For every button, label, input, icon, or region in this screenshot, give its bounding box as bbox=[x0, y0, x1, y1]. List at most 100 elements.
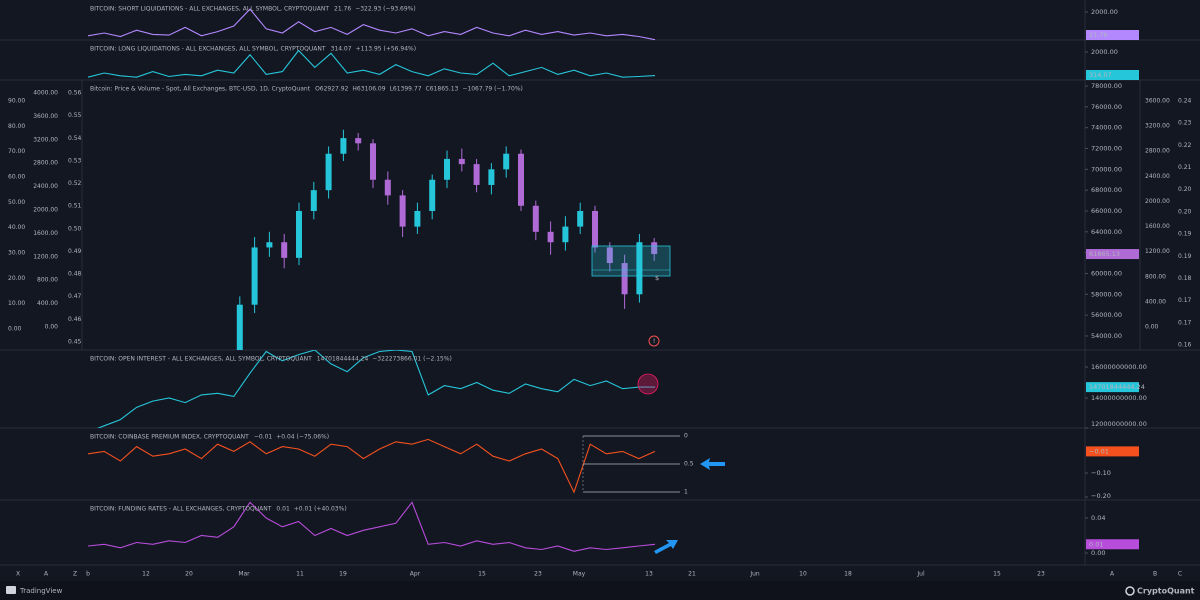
x-tick-label: 15 bbox=[478, 571, 486, 578]
candle-body bbox=[532, 205, 539, 232]
legend-value: +0.01 (+40.03%) bbox=[294, 506, 347, 513]
x-tick-label: 19 bbox=[339, 571, 347, 578]
side-axis-label: 0.21 bbox=[1178, 164, 1192, 171]
side-axis-label: 3200.00 bbox=[33, 136, 58, 143]
y-tick-label: −0.20 bbox=[1091, 492, 1111, 500]
pane-title: BITCOIN: SHORT LIQUIDATIONS - ALL EXCHAN… bbox=[90, 6, 329, 13]
side-axis-label: 0.23 bbox=[1178, 120, 1192, 127]
side-axis-label: 1600.00 bbox=[1145, 223, 1170, 230]
candle-body bbox=[429, 179, 436, 211]
x-tick-label: 23 bbox=[534, 571, 542, 578]
side-axis-label: 40.00 bbox=[8, 224, 25, 231]
dollar-label: $ bbox=[655, 274, 659, 282]
highlight-circle bbox=[637, 373, 659, 395]
side-axis-label: 80.00 bbox=[8, 123, 25, 130]
legend-value: −0.01 bbox=[254, 434, 273, 441]
side-axis-label: 0.19 bbox=[1178, 231, 1192, 238]
side-axis-label: 800.00 bbox=[1145, 273, 1166, 280]
side-axis-label: 800.00 bbox=[37, 277, 58, 284]
x-tick-label: Mar bbox=[238, 571, 250, 578]
y-tick-label: 74000.00 bbox=[1091, 124, 1122, 132]
side-axis-label: 0.52 bbox=[68, 180, 82, 187]
x-tick-label: 20 bbox=[185, 571, 193, 578]
toolbar-button: B bbox=[1153, 571, 1157, 578]
side-axis-label: 1200.00 bbox=[1145, 248, 1170, 255]
toolbar-button: X bbox=[16, 571, 20, 578]
footer-bar bbox=[0, 581, 1200, 600]
y-tick-label: 76000.00 bbox=[1091, 103, 1122, 111]
side-axis-label: 2000.00 bbox=[33, 207, 58, 214]
legend-value: −322.93 (−93.69%) bbox=[355, 6, 416, 13]
x-tick-label: b bbox=[86, 571, 90, 578]
side-axis-label: 0.24 bbox=[1178, 98, 1192, 105]
legend-value: 21.76 bbox=[334, 6, 351, 13]
last-value-label: 61865.13 bbox=[1089, 250, 1120, 258]
candle-body bbox=[592, 210, 598, 248]
last-value-box bbox=[1086, 446, 1139, 457]
side-axis-label: 2000.00 bbox=[1145, 198, 1170, 205]
side-axis-label: 3200.00 bbox=[1145, 123, 1170, 130]
candle-body bbox=[577, 210, 584, 227]
cq-logo bbox=[1125, 586, 1135, 596]
side-axis-label: 0.17 bbox=[1178, 297, 1192, 304]
range-box bbox=[591, 245, 671, 277]
candle-body bbox=[236, 304, 243, 350]
side-axis-label: 70.00 bbox=[8, 148, 25, 155]
x-tick-label: 18 bbox=[844, 571, 852, 578]
x-tick-label: Apr bbox=[410, 571, 421, 578]
y-tick-label: 58000.00 bbox=[1091, 290, 1122, 298]
series-line bbox=[87, 8, 656, 40]
x-tick-label: 11 bbox=[296, 571, 304, 578]
last-value-box bbox=[1086, 539, 1139, 550]
side-axis-label: 0.49 bbox=[68, 248, 82, 255]
side-axis-label: 20.00 bbox=[8, 275, 25, 282]
fib-label: 1 bbox=[684, 489, 688, 496]
arrow-up-right bbox=[654, 540, 678, 554]
candle-body bbox=[606, 247, 613, 264]
side-axis-label: 30.00 bbox=[8, 250, 25, 257]
side-axis-label: 0.48 bbox=[68, 271, 82, 278]
x-tick-label: Jul bbox=[916, 571, 925, 578]
candle-body bbox=[444, 158, 450, 180]
candle-body bbox=[636, 242, 643, 295]
alert-circle bbox=[648, 335, 660, 347]
x-tick-label: May bbox=[573, 571, 586, 578]
pane-title: BITCOIN: OPEN INTEREST - ALL EXCHANGES, … bbox=[90, 356, 312, 363]
side-axis-label: 0.18 bbox=[1178, 275, 1192, 282]
legend-value: L61399.77 bbox=[390, 86, 422, 93]
side-axis-label: 0.51 bbox=[68, 203, 82, 210]
side-axis-label: 1200.00 bbox=[33, 253, 58, 260]
toolbar-button: A bbox=[44, 571, 49, 578]
side-axis-label: 10.00 bbox=[8, 300, 25, 307]
side-axis-label: 0.50 bbox=[68, 225, 82, 232]
series-line bbox=[87, 49, 656, 78]
arrow-left bbox=[700, 458, 725, 470]
side-axis-label: 0.53 bbox=[68, 157, 82, 164]
toolbar-button: A bbox=[1110, 571, 1115, 578]
side-axis-label: 0.56 bbox=[68, 90, 82, 97]
y-tick-label: 70000.00 bbox=[1091, 165, 1122, 173]
side-axis-label: 50.00 bbox=[8, 199, 25, 206]
series-line bbox=[87, 438, 656, 494]
legend-value: +113.95 (+56.94%) bbox=[356, 46, 417, 53]
side-axis-label: 0.46 bbox=[68, 316, 82, 323]
tv-logo bbox=[6, 586, 16, 594]
candle-body bbox=[296, 210, 302, 258]
candle-body bbox=[370, 143, 376, 180]
side-axis-label: 0.20 bbox=[1178, 186, 1192, 193]
side-axis-label: 0.19 bbox=[1178, 253, 1192, 260]
side-axis-label: 0.47 bbox=[68, 293, 82, 300]
side-axis-label: 0.22 bbox=[1178, 142, 1192, 149]
x-tick-label: Jun bbox=[749, 571, 760, 578]
y-tick-label: 54000.00 bbox=[1091, 332, 1122, 340]
side-axis-label: 90.00 bbox=[8, 98, 25, 105]
legend-value: H63106.09 bbox=[352, 86, 385, 93]
last-value-label: 14701844444.24 bbox=[1089, 383, 1145, 391]
candle-body bbox=[518, 153, 524, 206]
y-tick-label: 0.04 bbox=[1091, 514, 1105, 522]
side-axis-label: 2800.00 bbox=[33, 160, 58, 167]
candle-body bbox=[340, 138, 347, 154]
y-tick-label: 68000.00 bbox=[1091, 186, 1122, 194]
pane-title: BITCOIN: COINBASE PREMIUM INDEX, CRYPTOQ… bbox=[90, 434, 249, 441]
y-tick-label: 60000.00 bbox=[1091, 269, 1122, 277]
